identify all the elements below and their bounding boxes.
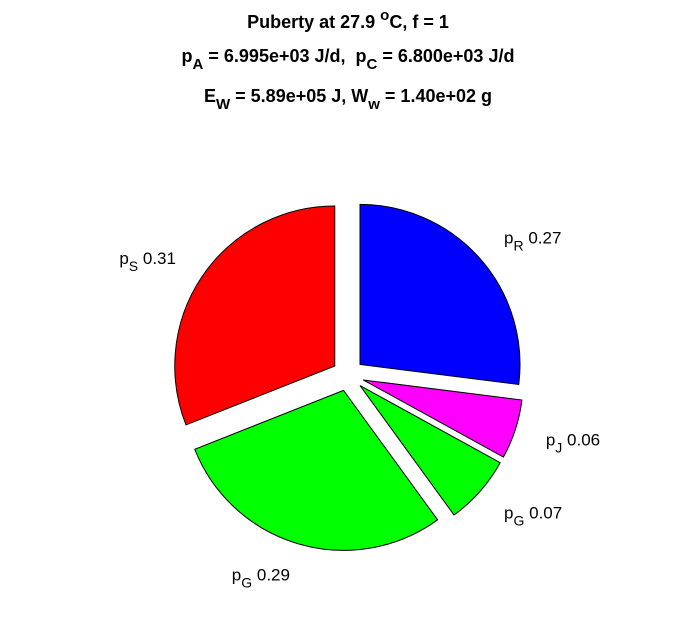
label-value: 0.07: [529, 504, 562, 523]
title-part: C, f = 1: [389, 12, 449, 32]
chart-title: Puberty at 27.9 oC, f = 1: [247, 7, 449, 32]
title-part: = 5.89e+05 J, W: [230, 86, 368, 106]
label-base: p: [504, 228, 513, 247]
label-value: 0.06: [567, 430, 600, 449]
slice-label: pG 0.07: [504, 504, 562, 529]
pie-slice: [174, 205, 336, 426]
label-value: 0.31: [143, 249, 176, 268]
title-part: E: [204, 86, 216, 106]
slice-label: pS 0.31: [119, 249, 176, 274]
slice-label: pJ 0.06: [546, 430, 600, 455]
chart-title: pA = 6.995e+03 J/d, pC = 6.800e+03 J/d: [182, 46, 515, 73]
title-part: o: [380, 7, 389, 24]
title-part: A: [193, 56, 204, 73]
label-sub: R: [513, 237, 523, 253]
pie-slice: [194, 389, 439, 551]
pie-slice: [362, 379, 523, 458]
label-base: p: [232, 566, 241, 585]
pie-slice: [359, 385, 501, 516]
label-base: p: [119, 249, 128, 268]
label-base: p: [504, 504, 513, 523]
label-sub: S: [129, 258, 138, 274]
label-sub: G: [513, 513, 524, 529]
title-part: w: [367, 96, 380, 113]
label-value: 0.27: [528, 228, 561, 247]
label-sub: G: [241, 575, 252, 591]
title-part: W: [216, 96, 231, 113]
title-part: = 1.40e+02 g: [380, 86, 492, 106]
slice-label: pR 0.27: [504, 228, 561, 253]
label-base: p: [546, 430, 555, 449]
title-part: = 6.995e+03 J/d, p: [203, 46, 366, 66]
title-part: C: [367, 56, 378, 73]
pie-slice: [359, 203, 521, 386]
title-part: Puberty at 27.9: [247, 12, 380, 32]
label-value: 0.29: [257, 566, 290, 585]
slice-label: pG 0.29: [232, 566, 290, 591]
title-part: = 6.800e+03 J/d: [377, 46, 514, 66]
label-sub: J: [555, 439, 562, 455]
chart-title: EW = 5.89e+05 J, Ww = 1.40e+02 g: [204, 86, 492, 113]
title-part: p: [182, 46, 193, 66]
